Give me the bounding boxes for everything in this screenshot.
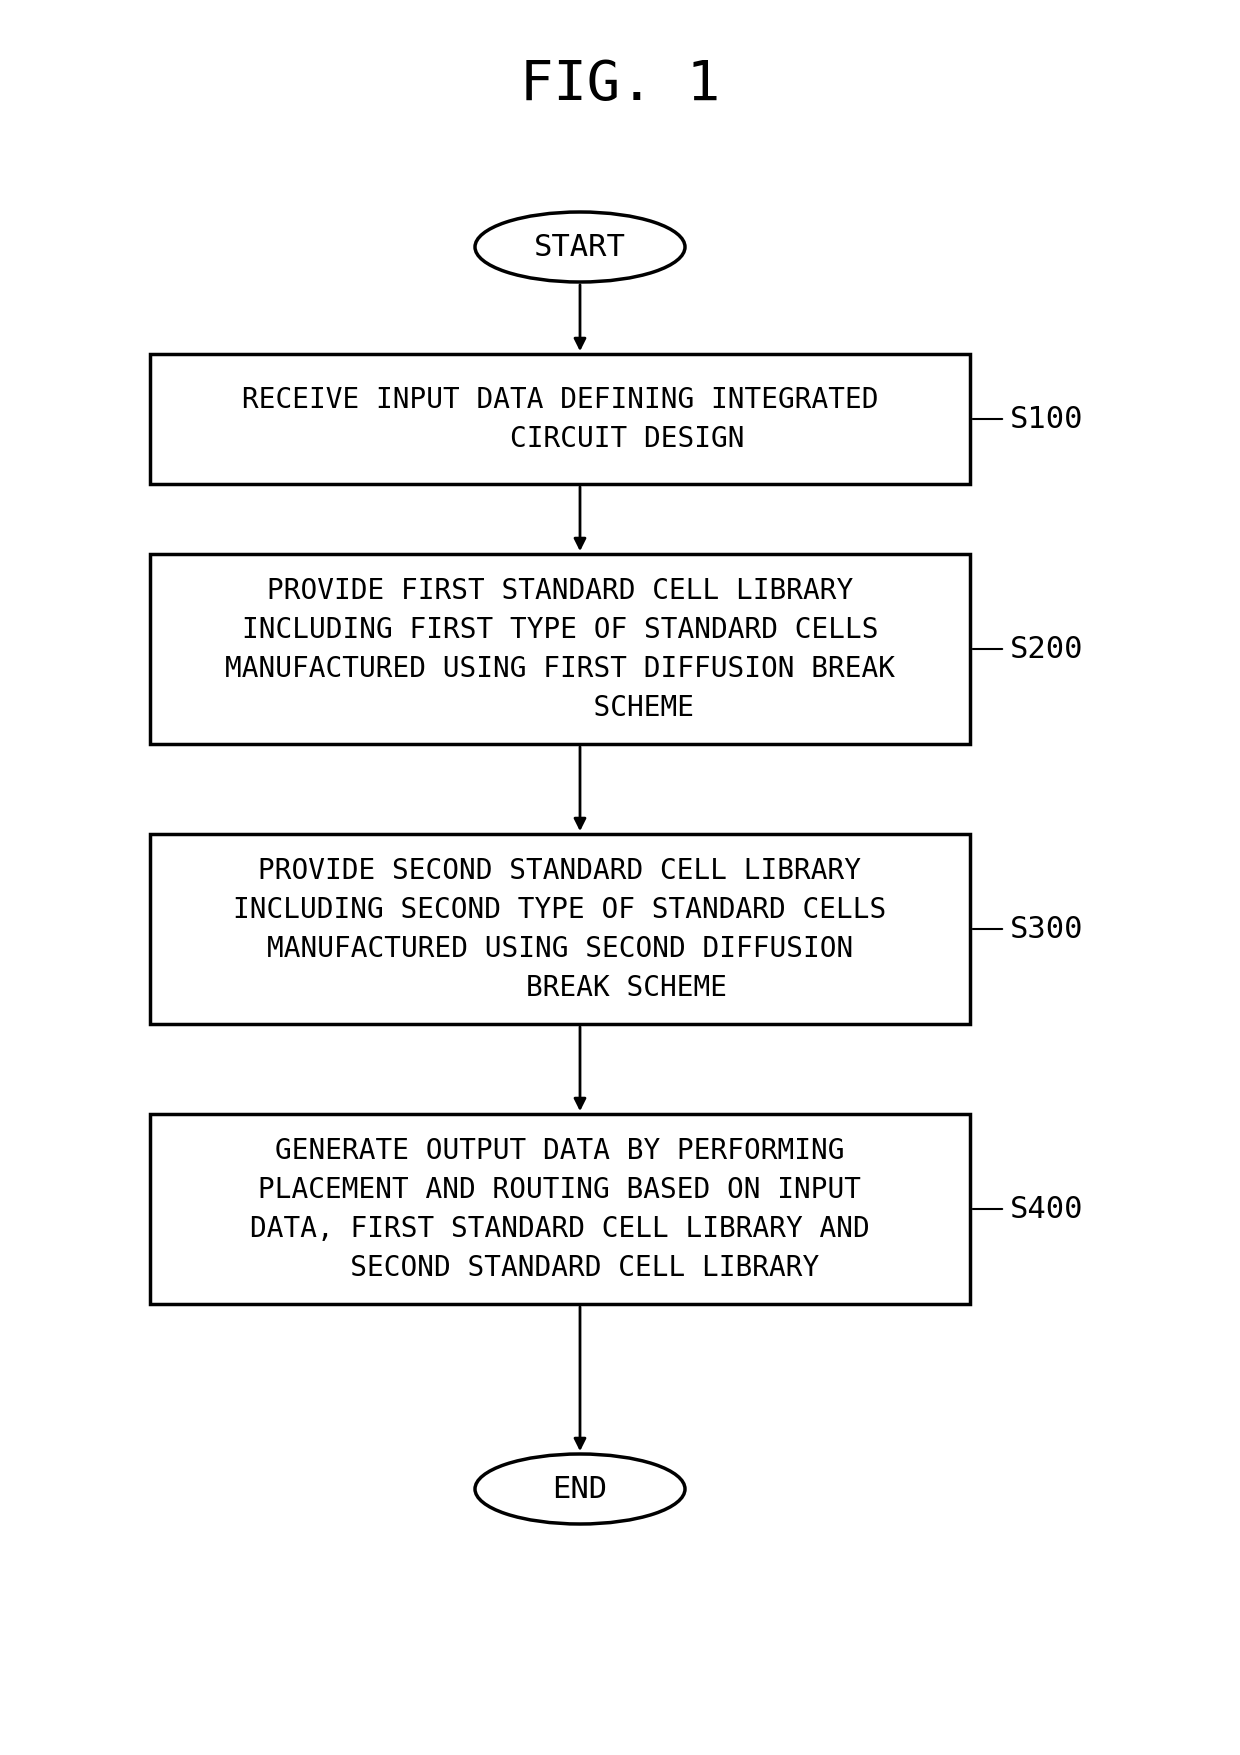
- Text: GENERATE OUTPUT DATA BY PERFORMING
PLACEMENT AND ROUTING BASED ON INPUT
DATA, FI: GENERATE OUTPUT DATA BY PERFORMING PLACE…: [250, 1137, 870, 1281]
- Text: S100: S100: [1011, 405, 1084, 433]
- Text: START: START: [534, 233, 626, 261]
- FancyBboxPatch shape: [150, 555, 970, 744]
- Text: RECEIVE INPUT DATA DEFINING INTEGRATED
        CIRCUIT DESIGN: RECEIVE INPUT DATA DEFINING INTEGRATED C…: [242, 386, 878, 453]
- Text: S400: S400: [1011, 1195, 1084, 1223]
- Text: END: END: [553, 1474, 608, 1504]
- Text: FIG. 1: FIG. 1: [520, 58, 720, 112]
- Ellipse shape: [475, 1455, 684, 1523]
- Ellipse shape: [475, 212, 684, 283]
- FancyBboxPatch shape: [150, 355, 970, 484]
- Text: PROVIDE FIRST STANDARD CELL LIBRARY
INCLUDING FIRST TYPE OF STANDARD CELLS
MANUF: PROVIDE FIRST STANDARD CELL LIBRARY INCL…: [224, 577, 895, 721]
- Text: PROVIDE SECOND STANDARD CELL LIBRARY
INCLUDING SECOND TYPE OF STANDARD CELLS
MAN: PROVIDE SECOND STANDARD CELL LIBRARY INC…: [233, 856, 887, 1002]
- Text: S300: S300: [1011, 914, 1084, 944]
- FancyBboxPatch shape: [150, 835, 970, 1025]
- FancyBboxPatch shape: [150, 1114, 970, 1304]
- Text: S200: S200: [1011, 635, 1084, 663]
